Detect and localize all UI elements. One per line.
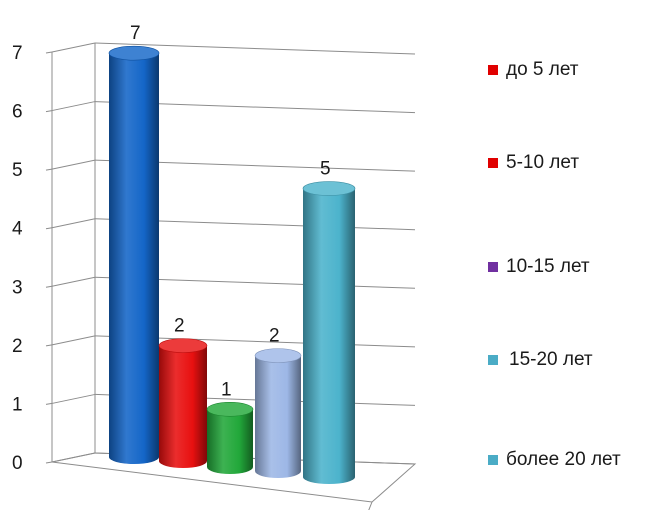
y-tick-mark	[45, 110, 53, 113]
chart-grid	[51, 42, 416, 465]
legend-item: 5-10 лет	[488, 152, 579, 174]
data-label: 7	[130, 23, 141, 44]
x-tick-mark	[368, 501, 373, 510]
bar-top	[254, 348, 302, 363]
legend-item: 10-15 лет	[488, 256, 590, 278]
grid-depth-line	[51, 101, 96, 112]
legend-item: до 5 лет	[488, 59, 579, 81]
y-tick-label: 2	[12, 336, 23, 357]
chart-legend: до 5 лет 5-10 лет 10-15 лет 15-20 лет более …	[488, 0, 656, 510]
bar-5	[302, 181, 356, 485]
bar-1	[108, 45, 160, 464]
grid-depth-line	[51, 276, 96, 287]
legend-swatch	[488, 262, 498, 272]
legend-swatch	[488, 355, 498, 365]
bar-body	[255, 355, 301, 478]
y-tick-label: 7	[12, 43, 23, 64]
y-tick-mark	[45, 227, 53, 230]
data-label: 5	[320, 159, 331, 180]
bar-top	[206, 402, 254, 417]
chart-data-labels: 7 2 1 2 5	[130, 23, 331, 400]
legend-label: 10-15 лет	[506, 256, 590, 277]
grid-depth-line	[51, 335, 96, 346]
data-label: 2	[269, 326, 280, 347]
grid-depth-line	[51, 393, 96, 404]
chart-floor	[51, 452, 417, 503]
gridline	[94, 42, 416, 55]
y-tick-mark	[45, 285, 53, 288]
bar-top	[302, 181, 356, 196]
y-tick-label: 6	[12, 102, 23, 123]
legend-swatch	[488, 65, 498, 75]
y-tick-mark	[45, 344, 53, 347]
bar-top	[108, 45, 160, 61]
y-tick-label: 3	[12, 277, 23, 298]
grid-depth-line	[51, 218, 96, 229]
chart-bars	[108, 45, 356, 485]
data-label: 2	[174, 316, 185, 337]
legend-label: более 20 лет	[506, 449, 621, 470]
grid-depth-line	[51, 42, 96, 53]
bar-top	[158, 338, 208, 353]
bar-4	[254, 348, 302, 478]
y-tick-label: 1	[12, 394, 23, 415]
y-tick-mark	[45, 461, 53, 464]
bar-2	[158, 338, 208, 468]
bar-body	[159, 345, 207, 468]
legend-item: 15-20 лет	[488, 349, 593, 371]
legend-swatch	[488, 158, 498, 168]
bar-body	[207, 409, 253, 474]
legend-label: 5-10 лет	[506, 152, 580, 173]
y-tick-label: 4	[12, 219, 23, 240]
legend-label: до 5 лет	[506, 59, 579, 80]
y-tick-mark	[45, 51, 53, 54]
y-tick-mark	[45, 168, 53, 171]
data-label: 1	[221, 379, 232, 400]
grid-depth-line	[51, 159, 96, 170]
legend-item: более 20 лет	[488, 449, 621, 471]
bar-3	[206, 402, 254, 474]
bar-body	[303, 188, 355, 485]
y-tick-label: 5	[12, 160, 23, 181]
y-tick-label: 0	[12, 453, 23, 474]
legend-swatch	[488, 455, 498, 465]
legend-label: 15-20 лет	[509, 349, 593, 370]
bar-body	[109, 53, 159, 464]
chart-axes: 0 1 2 3 4 5 6 7	[12, 43, 417, 510]
y-tick-mark	[45, 402, 53, 405]
